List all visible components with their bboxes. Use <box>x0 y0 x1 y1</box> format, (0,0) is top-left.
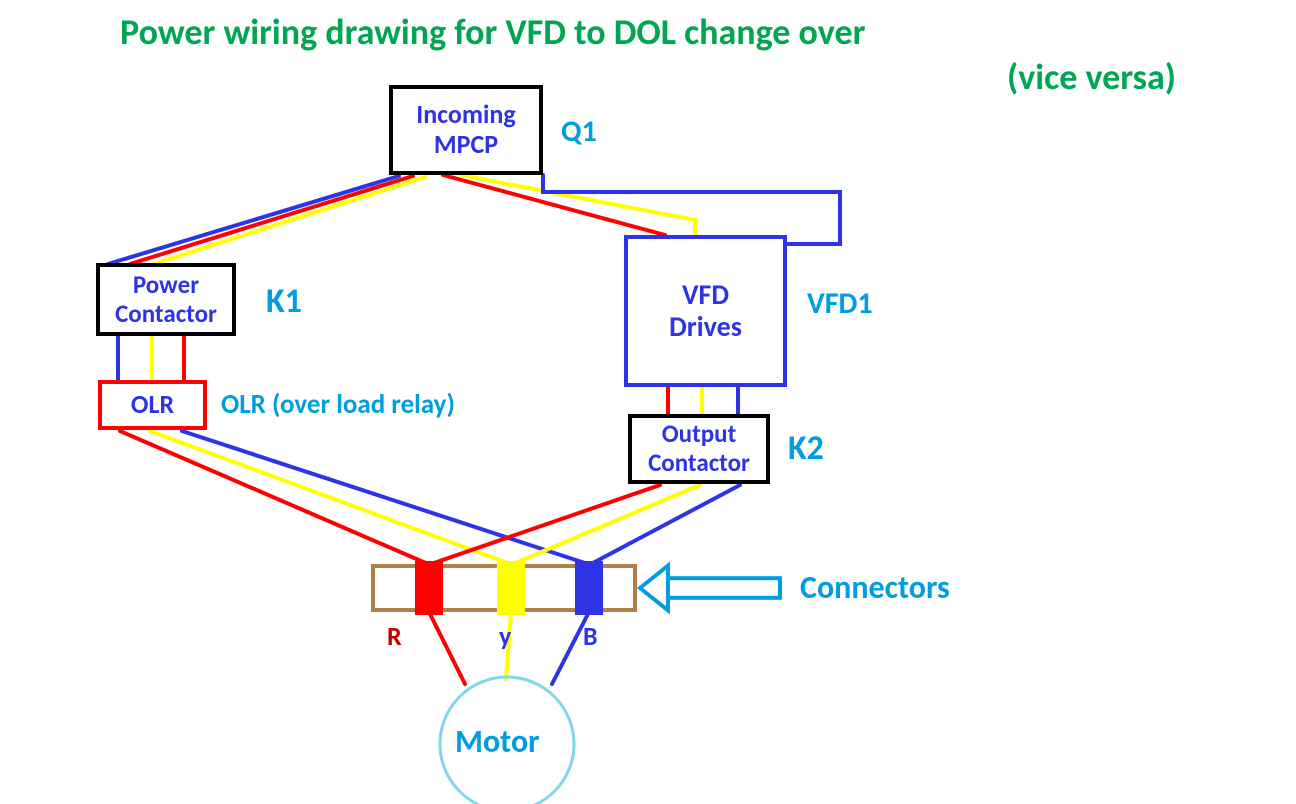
terminal-r <box>415 561 443 615</box>
terminal-b-label: B <box>583 620 598 652</box>
terminal-b <box>575 561 603 615</box>
vfd-label: VFDDrives <box>669 279 742 343</box>
olr-tag: OLR (over load relay) <box>221 388 455 421</box>
mpcp-tag: Q1 <box>561 113 597 150</box>
motor-label: Motor <box>455 722 540 761</box>
diagram-stage: Power wiring drawing for VFD to DOL chan… <box>0 0 1296 804</box>
mpcp-box: IncomingMPCP <box>389 85 543 175</box>
terminal-y-label: y <box>499 620 511 652</box>
output-contactor-label: OutputContactor <box>648 420 750 478</box>
olr-box: OLR <box>98 380 207 430</box>
vfd-box: VFDDrives <box>624 235 787 387</box>
connectors-arrow-icon <box>640 566 780 611</box>
output-contactor-box: OutputContactor <box>628 414 770 484</box>
power-contactor-label: PowerContactor <box>115 271 217 329</box>
terminal-y <box>497 561 525 615</box>
output-contactor-tag: K2 <box>788 428 824 469</box>
power-contactor-tag: K1 <box>266 281 302 322</box>
title-line1: Power wiring drawing for VFD to DOL chan… <box>120 10 865 54</box>
terminal-r-label: R <box>387 620 402 652</box>
mpcp-label: IncomingMPCP <box>416 100 515 160</box>
power-contactor-box: PowerContactor <box>96 263 236 336</box>
vfd-tag: VFD1 <box>807 285 873 322</box>
connectors-label: Connectors <box>800 568 950 607</box>
title-line2: (vice versa) <box>1007 55 1176 99</box>
olr-label: OLR <box>131 390 174 420</box>
